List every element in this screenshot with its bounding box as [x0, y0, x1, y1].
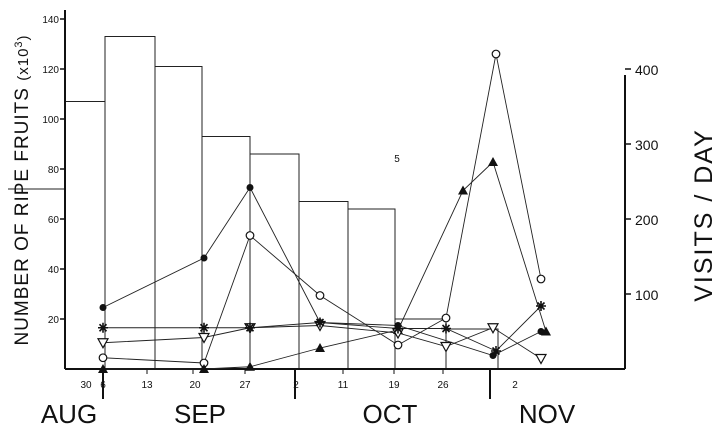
histogram-bar	[155, 67, 202, 370]
month-label: NOV	[519, 399, 576, 429]
visit-series	[96, 49, 551, 373]
series-filled-circle	[99, 184, 545, 359]
labels: 20 40 60 80 100 120 140 100 200 300 400 30 6 13 20 27 2 1…	[12, 15, 718, 429]
annotation: 5	[394, 154, 400, 165]
y-tick-label: 80	[48, 165, 60, 176]
data-point	[393, 340, 403, 350]
data-point	[245, 322, 255, 333]
series-line	[102, 325, 542, 359]
data-point	[491, 346, 501, 356]
data-point	[536, 301, 546, 311]
data-point	[315, 291, 325, 300]
data-point	[96, 338, 110, 349]
y-axis-title: NUMBER OF RIPE FRUITS (x103)	[12, 34, 33, 345]
data-point	[99, 304, 107, 311]
histogram-bars	[8, 36, 499, 370]
data-point	[245, 231, 255, 240]
data-point	[315, 317, 325, 328]
data-point	[98, 353, 108, 363]
series-star	[98, 301, 546, 356]
histogram-bar	[299, 202, 348, 370]
data-point	[534, 353, 548, 365]
data-point	[486, 323, 500, 334]
data-point	[199, 322, 209, 333]
series-open-circle	[98, 49, 546, 368]
y2-tick-label: 300	[635, 137, 659, 153]
series-line	[102, 186, 542, 356]
series-line	[103, 305, 542, 352]
y-tick-label: 60	[48, 215, 60, 226]
histogram-bar	[348, 209, 395, 369]
data-point	[245, 361, 255, 371]
data-point	[98, 322, 108, 333]
histogram-bar	[105, 37, 155, 370]
y-tick-label: 120	[42, 65, 59, 76]
series-filled-triangle	[98, 157, 551, 373]
x-tick-label: 20	[189, 380, 201, 391]
data-point	[246, 184, 254, 191]
data-point	[98, 364, 108, 373]
data-point	[200, 254, 208, 262]
y-tick-label: 100	[42, 115, 59, 126]
y2-tick-label: 400	[635, 62, 659, 78]
y2-tick-label: 100	[635, 287, 659, 303]
x-tick-label: 2	[293, 380, 299, 391]
data-point	[491, 49, 501, 59]
histogram-outline	[8, 36, 499, 369]
month-label: OCT	[363, 399, 418, 429]
data-point	[489, 352, 497, 359]
y-tick-label: 20	[48, 315, 60, 326]
data-point	[439, 341, 453, 353]
y-tick-label: 140	[42, 15, 59, 26]
histogram-bar	[250, 154, 299, 369]
series-line	[102, 53, 542, 364]
y2-tick-label: 200	[635, 212, 659, 228]
data-point	[199, 364, 209, 373]
x-tick-label: 11	[338, 380, 349, 391]
data-point	[541, 326, 551, 336]
data-point	[458, 185, 468, 195]
x-tick-label: 19	[388, 380, 400, 391]
x-tick-label: 2	[512, 380, 518, 391]
month-label: AUG	[41, 399, 97, 429]
data-point	[315, 343, 325, 352]
x-tick-label: 26	[437, 380, 449, 391]
data-point	[441, 323, 451, 334]
x-tick-label: 6	[100, 380, 106, 391]
y-tick-label: 40	[48, 265, 60, 276]
data-point	[536, 274, 546, 284]
data-point	[488, 157, 498, 166]
data-point	[393, 323, 403, 334]
x-tick-label: 27	[239, 380, 251, 391]
month-label: SEP	[174, 399, 226, 429]
x-tick-label: 13	[141, 380, 153, 391]
series-line	[103, 161, 547, 370]
x-tick-label: 30	[80, 380, 92, 391]
y2-axis-title: VISITS / DAY	[690, 128, 718, 302]
data-point	[441, 313, 451, 323]
histogram-bar	[65, 102, 105, 370]
data-point	[197, 332, 211, 344]
